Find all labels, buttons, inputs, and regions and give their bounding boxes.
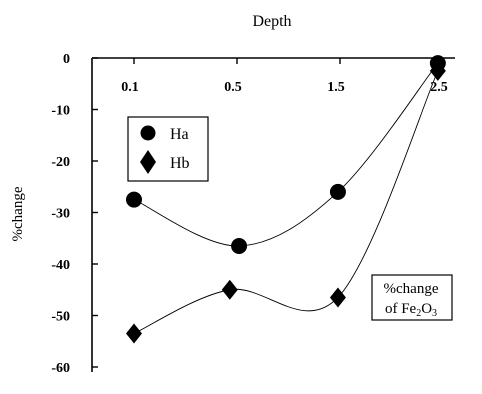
annotation-line-1: %change xyxy=(384,281,439,297)
y-ticks: 0 -10 -20 -30 -40 -50 -60 xyxy=(51,52,98,376)
annotation: %change of Fe2O3 xyxy=(371,274,453,321)
y-tick-label: -30 xyxy=(51,207,70,222)
x-tick-label: 0.1 xyxy=(121,80,139,95)
chart-title: Depth xyxy=(252,13,291,30)
series-curve-hb xyxy=(133,70,439,334)
y-tick-label: -10 xyxy=(51,104,70,119)
markers xyxy=(126,55,446,344)
data-point-ha xyxy=(126,191,142,208)
annotation-o: O xyxy=(421,301,432,317)
legend-label-ha: Ha xyxy=(170,126,189,143)
annotation-of-fe: of Fe xyxy=(385,301,417,317)
legend-label-hb: Hb xyxy=(170,155,190,172)
data-point-ha xyxy=(329,183,346,200)
legend-box xyxy=(127,116,209,182)
legend-diamond-icon xyxy=(140,150,156,174)
data-point-ha xyxy=(231,237,248,254)
annotation-sub-3: 3 xyxy=(432,308,437,319)
annotation-sub-2: 2 xyxy=(416,308,421,319)
x-tick-label: 1.5 xyxy=(327,80,345,95)
x-ticks: 0.1 0.5 1.5 2.5 xyxy=(121,58,448,95)
y-tick-label: -50 xyxy=(51,310,70,325)
legend: Ha Hb xyxy=(127,116,209,182)
curves xyxy=(133,62,439,334)
y-tick-label: -60 xyxy=(51,361,70,376)
x-tick-label: 2.5 xyxy=(430,80,448,95)
y-tick-label: 0 xyxy=(63,52,70,67)
y-tick-label: -40 xyxy=(51,258,70,273)
data-point-hb xyxy=(329,287,346,308)
y-axis-label: %change xyxy=(10,186,26,241)
y-tick-label: -20 xyxy=(51,155,70,170)
legend-circle-icon xyxy=(140,125,156,141)
x-tick-label: 0.5 xyxy=(224,80,242,95)
data-point-hb xyxy=(221,279,238,300)
annotation-line-2: of Fe2O3 xyxy=(385,301,437,319)
series-curve-ha xyxy=(133,62,439,247)
data-point-hb xyxy=(126,323,142,344)
data-point-hb xyxy=(429,60,446,81)
annotation-box xyxy=(371,274,453,321)
